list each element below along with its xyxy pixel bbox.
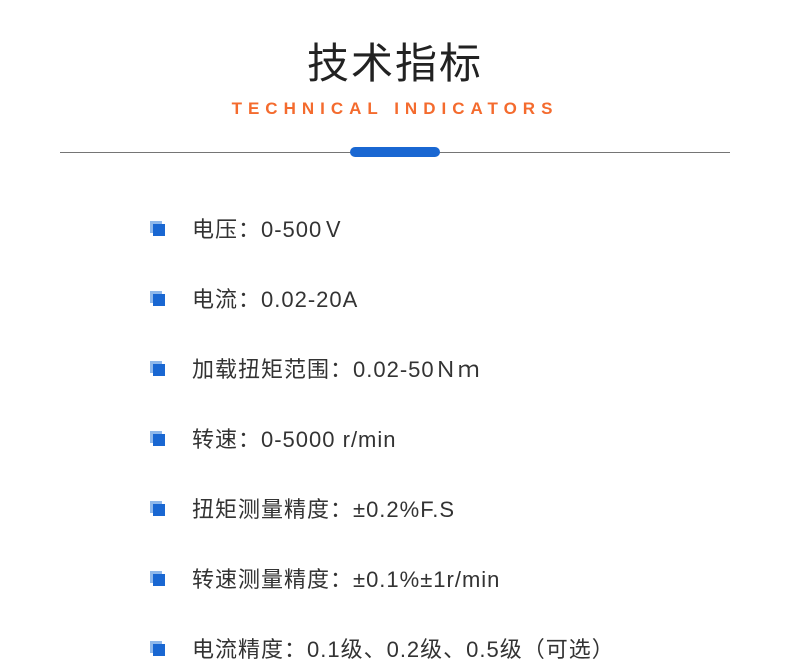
bullet-icon bbox=[150, 291, 164, 305]
spec-item: 加载扭矩范围：0.02-50Ｎｍ bbox=[150, 352, 790, 384]
page-container: 技术指标 TECHNICAL INDICATORS 电压：0-500Ｖ 电流：0… bbox=[0, 0, 790, 664]
bullet-icon bbox=[150, 571, 164, 585]
spec-text: 转速测量精度：±0.1%±1r/min bbox=[192, 562, 500, 594]
spec-text: 转速：0-5000 r/min bbox=[192, 422, 397, 454]
divider bbox=[60, 147, 730, 157]
spec-item: 转速：0-5000 r/min bbox=[150, 422, 790, 454]
bullet-icon bbox=[150, 431, 164, 445]
bullet-icon bbox=[150, 501, 164, 515]
spec-text: 扭矩测量精度：±0.2%F.S bbox=[192, 492, 455, 524]
spec-item: 电流精度：0.1级、0.2级、0.5级（可选） bbox=[150, 632, 790, 664]
divider-center-bar bbox=[350, 147, 440, 157]
title-chinese: 技术指标 bbox=[0, 30, 790, 91]
bullet-icon bbox=[150, 361, 164, 375]
spec-item: 转速测量精度：±0.1%±1r/min bbox=[150, 562, 790, 594]
bullet-icon bbox=[150, 221, 164, 235]
spec-text: 电流：0.02-20A bbox=[192, 282, 358, 314]
spec-item: 扭矩测量精度：±0.2%F.S bbox=[150, 492, 790, 524]
spec-text: 加载扭矩范围：0.02-50Ｎｍ bbox=[192, 352, 481, 384]
spec-text: 电流精度：0.1级、0.2级、0.5级（可选） bbox=[192, 632, 615, 664]
bullet-icon bbox=[150, 641, 164, 655]
title-english: TECHNICAL INDICATORS bbox=[0, 99, 790, 119]
spec-list: 电压：0-500Ｖ 电流：0.02-20A 加载扭矩范围：0.02-50Ｎｍ 转… bbox=[0, 212, 790, 664]
spec-item: 电流：0.02-20A bbox=[150, 282, 790, 314]
spec-item: 电压：0-500Ｖ bbox=[150, 212, 790, 244]
spec-text: 电压：0-500Ｖ bbox=[192, 212, 345, 244]
